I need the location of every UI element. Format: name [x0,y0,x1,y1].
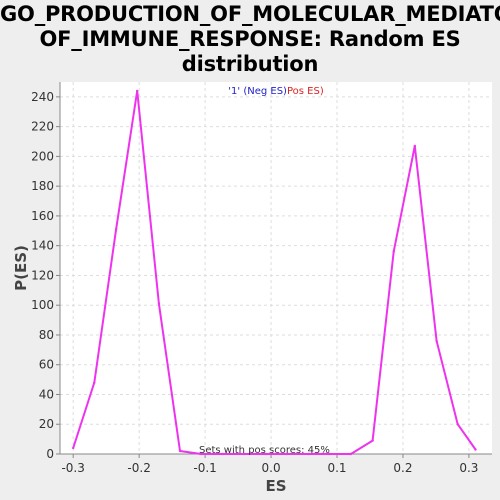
data-point [157,302,161,305]
data-point [328,452,331,456]
y-tick-label: 180 [31,179,54,193]
y-tick-label: 0 [46,447,54,461]
x-tick-label: -0.3 [61,461,84,475]
y-axis-label: P(ES) [12,245,30,291]
y-tick-label: 220 [31,120,54,134]
x-axis-label: ES [265,477,286,495]
pos-scores-note: Sets with pos scores: 45% [199,445,330,456]
series-line [72,89,477,455]
y-tick-label: 140 [31,239,54,253]
legend: '1' (Neg ES)Pos ES) [228,86,324,97]
x-tick-label: 0.2 [393,461,412,475]
y-tick-label: 120 [31,268,54,282]
plot-area [60,82,492,454]
chart-title-line-2: OF_IMMUNE_RESPONSE: Random ES [39,27,461,51]
x-tick-label: 0.1 [327,461,346,475]
data-point [199,452,203,456]
y-tick-label: 240 [31,90,54,104]
series-layer [71,89,477,456]
chart-title-line-1: GO_PRODUCTION_OF_MOLECULAR_MEDIATOR_ [0,2,500,26]
x-tick-label: -0.1 [193,461,216,475]
y-tick-label: 160 [31,209,54,223]
data-point [456,423,459,426]
data-point [392,250,395,253]
data-point [114,228,118,231]
tick-labels: 0 20 40 60 80 100 120 140 160 180 200 220 240 -0.3 -0.… [31,90,478,475]
legend-series-name: '1' ( [228,86,247,97]
x-tick-label: 0.0 [262,461,281,475]
data-point [71,446,75,450]
data-point [135,89,139,93]
data-point [264,452,267,456]
data-point [349,452,353,456]
legend-pos-es: Pos ES) [287,86,324,97]
data-point [285,452,289,456]
chart-title-line-3: distribution [181,52,319,76]
data-point [93,381,96,384]
data-point [307,452,310,456]
y-tick-label: 100 [31,298,54,312]
x-tick-label: 0.3 [459,461,478,475]
data-point [178,449,182,453]
y-tick-label: 20 [39,417,54,431]
legend-neg-es: Neg ES) [247,86,287,97]
data-point [413,144,417,148]
data-point [371,439,374,442]
y-tick-label: 60 [39,358,54,372]
grid-lines [60,82,492,455]
x-tick-label: -0.2 [127,461,150,475]
data-point [221,452,225,456]
y-tick-label: 200 [31,149,54,163]
y-tick-label: 40 [39,387,54,401]
data-point [242,452,246,456]
y-tick-label: 80 [39,328,54,342]
data-point [474,448,477,451]
data-point [435,339,438,343]
